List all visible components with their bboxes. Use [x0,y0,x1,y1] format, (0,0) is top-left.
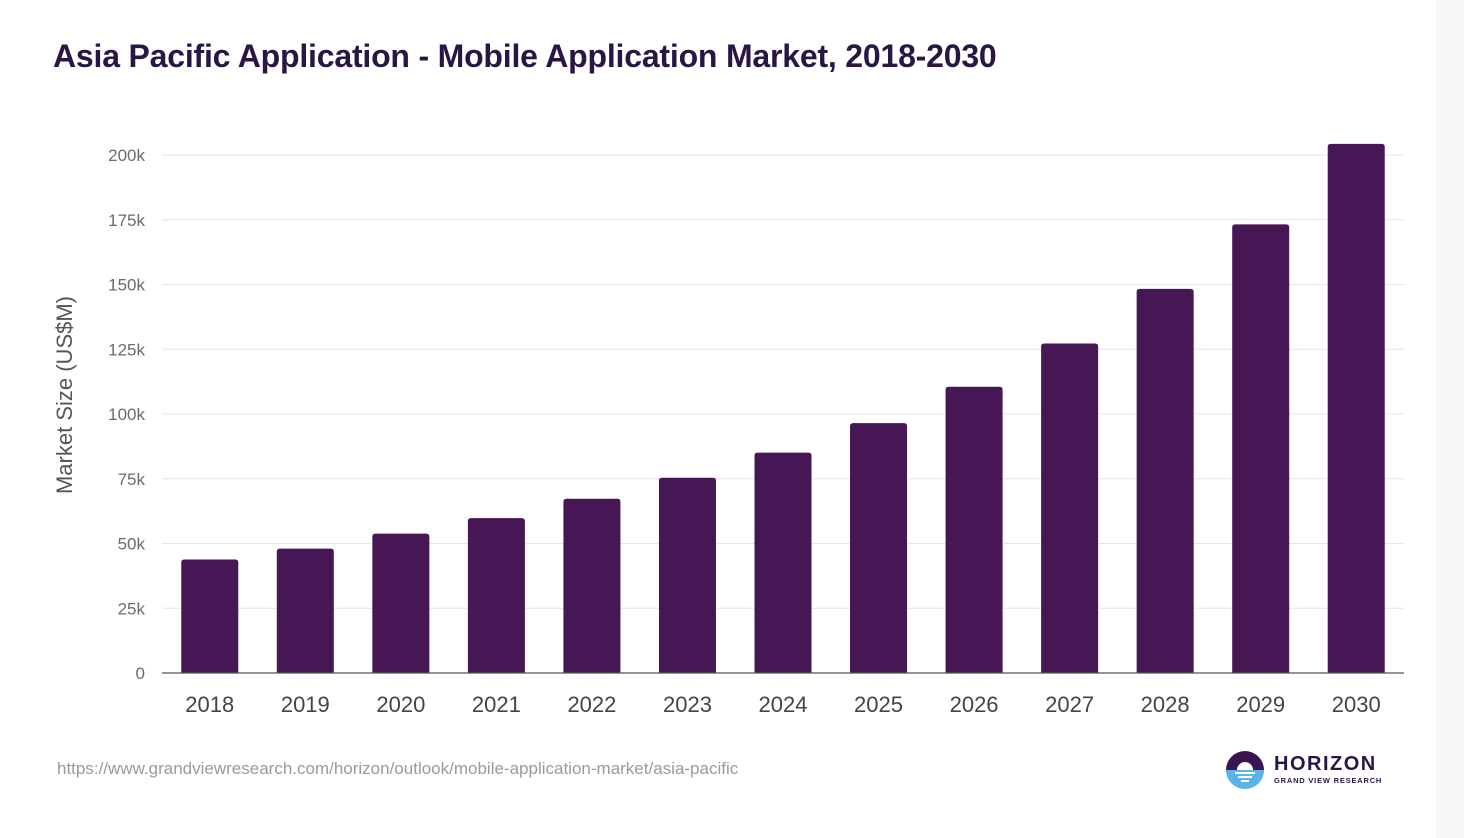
y-tick-label: 175k [108,211,145,230]
bar-2022 [563,498,621,673]
y-tick-label: 200k [108,146,145,165]
x-tick-label: 2026 [950,692,999,717]
y-axis-label: Market Size (US$M) [52,295,77,495]
y-tick-label: 25k [118,599,146,618]
y-tick-label: 125k [108,340,145,359]
x-tick-label: 2028 [1141,692,1190,717]
bar-2030 [1327,143,1385,673]
x-tick-label: 2025 [854,692,903,717]
x-tick-label: 2030 [1332,692,1381,717]
bar-2027 [1041,343,1099,673]
bar-2024 [754,452,812,673]
y-tick-label: 75k [118,470,146,489]
x-tick-label: 2019 [281,692,330,717]
bar-2028 [1136,288,1194,673]
horizon-logo[interactable]: HORIZON GRAND VIEW RESEARCH [1224,749,1394,791]
bar-2019 [276,548,334,673]
bar-2018 [181,559,239,673]
chart-title: Asia Pacific Application - Mobile Applic… [53,38,997,74]
x-tick-label: 2022 [567,692,616,717]
logo-name: HORIZON [1274,753,1377,775]
bar-2020 [372,533,430,673]
y-tick-label: 0 [136,664,145,683]
bar-2029 [1232,224,1290,674]
y-tick-label: 150k [108,276,145,295]
horizon-logo-icon [1226,751,1264,789]
y-tick-label: 100k [108,405,145,424]
right-edge-strip [1436,0,1464,838]
logo-subtitle: GRAND VIEW RESEARCH [1274,776,1383,785]
bar-2026 [945,386,1003,673]
bar-2023 [658,477,716,673]
y-tick-label: 50k [118,535,146,554]
x-tick-label: 2029 [1236,692,1285,717]
x-tick-label: 2020 [376,692,425,717]
x-tick-label: 2023 [663,692,712,717]
x-tick-label: 2027 [1045,692,1094,717]
x-tick-label: 2024 [759,692,808,717]
x-tick-label: 2018 [185,692,234,717]
x-tick-label: 2021 [472,692,521,717]
source-link[interactable]: https://www.grandviewresearch.com/horizo… [57,759,739,778]
bar-2025 [850,423,908,673]
bar-2021 [467,518,525,673]
